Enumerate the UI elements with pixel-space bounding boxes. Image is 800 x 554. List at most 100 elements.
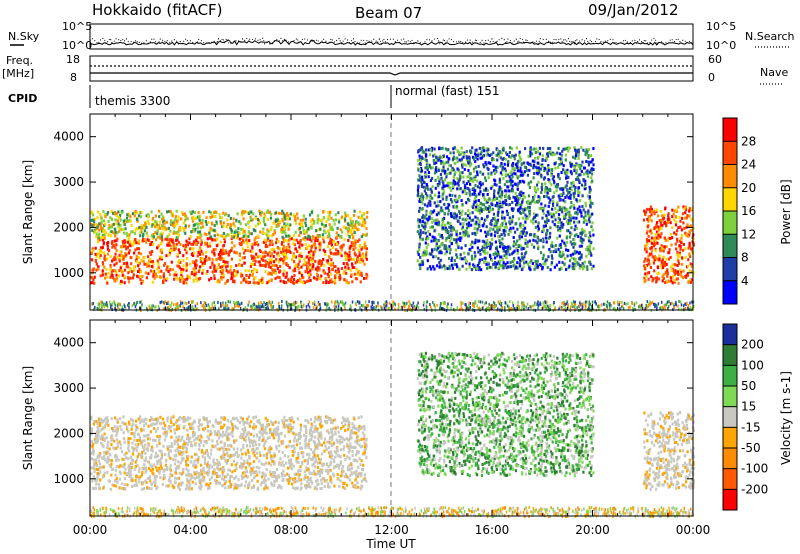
power-echo-cell xyxy=(555,189,558,193)
power-echo-cell xyxy=(259,230,262,234)
power-echo-cell xyxy=(571,266,574,270)
power-echo-cell xyxy=(210,237,214,241)
power-echo-cell xyxy=(437,156,441,160)
power-echo-cell xyxy=(507,160,510,164)
power-echo-cell xyxy=(424,148,428,152)
power-echo-cell xyxy=(511,252,514,256)
power-echo-cell xyxy=(138,226,141,230)
power-echo-cell xyxy=(667,257,671,261)
power-echo-cell xyxy=(248,232,252,236)
power-echo-cell xyxy=(622,306,625,310)
power-echo-cell xyxy=(541,230,544,234)
power-echo-cell xyxy=(490,152,493,156)
power-echo-cell xyxy=(287,249,290,253)
power-echo-cell xyxy=(444,267,447,271)
power-echo-cell xyxy=(211,250,214,254)
power-echo-cell xyxy=(365,227,368,231)
power-echo-cell xyxy=(297,241,300,245)
power-echo-cell xyxy=(655,230,659,234)
power-echo-cell xyxy=(294,230,297,234)
power-echo-cell xyxy=(217,252,221,256)
power-echo-cell xyxy=(310,226,313,230)
power-echo-cell xyxy=(202,210,205,214)
power-echo-cell xyxy=(242,251,246,255)
power-echo-cell xyxy=(447,160,450,164)
power-echo-cell xyxy=(115,261,118,265)
power-echo-cell xyxy=(350,306,353,310)
power-echo-cell xyxy=(531,261,534,265)
power-echo-cell xyxy=(441,197,445,201)
power-echo-cell xyxy=(266,281,269,285)
power-echo-cell xyxy=(99,274,102,278)
power-echo-cell xyxy=(95,232,98,236)
power-echo-cell xyxy=(555,263,558,267)
power-echo-cell xyxy=(236,270,239,274)
power-echo-cell xyxy=(645,237,649,241)
power-echo-cell xyxy=(590,160,593,164)
power-echo-cell xyxy=(101,273,104,277)
power-echo-cell xyxy=(486,188,489,192)
power-echo-cell xyxy=(516,239,519,243)
power-echo-cell xyxy=(340,254,343,258)
power-echo-cell xyxy=(355,303,357,307)
power-echo-cell xyxy=(535,265,539,269)
power-echo-cell xyxy=(242,234,245,238)
power-echo-cell xyxy=(254,236,257,240)
power-echo-cell xyxy=(573,191,576,195)
power-echo-cell xyxy=(175,236,178,240)
power-echo-cell xyxy=(678,251,681,255)
power-echo-cell xyxy=(539,163,542,167)
power-echo-cell xyxy=(518,264,522,268)
power-echo-cell xyxy=(479,229,482,233)
power-echo-cell xyxy=(558,177,561,181)
power-echo-cell xyxy=(215,220,218,224)
power-echo-cell xyxy=(572,216,575,220)
power-echo-cell xyxy=(550,173,553,177)
power-echo-cell xyxy=(332,252,335,256)
power-echo-cell xyxy=(472,167,476,171)
power-echo-cell xyxy=(444,252,447,256)
power-echo-cell xyxy=(556,201,559,205)
power-echo-cell xyxy=(110,269,113,273)
power-echo-cell xyxy=(188,307,191,311)
power-echo-cell xyxy=(281,209,284,213)
power-echo-cell xyxy=(182,259,185,263)
power-echo-cell xyxy=(91,302,94,306)
power-echo-cell xyxy=(272,233,275,237)
power-echo-cell xyxy=(516,174,519,178)
power-echo-cell xyxy=(510,180,513,184)
power-echo-cell xyxy=(504,245,507,249)
power-echo-cell xyxy=(422,231,425,235)
power-echo-cell xyxy=(98,252,101,256)
power-echo-cell xyxy=(661,274,664,278)
power-echo-cell xyxy=(661,279,664,283)
power-echo-cell xyxy=(298,234,301,238)
power-echo-cell xyxy=(224,249,228,253)
power-echo-cell xyxy=(474,238,477,242)
power-echo-cell xyxy=(327,232,331,236)
power-echo-cell xyxy=(498,262,501,266)
power-echo-cell xyxy=(553,181,556,185)
power-echo-cell xyxy=(562,164,565,168)
power-echo-cell xyxy=(184,231,187,235)
power-echo-cell xyxy=(465,155,468,159)
power-echo-cell xyxy=(549,212,552,216)
power-echo-cell xyxy=(134,228,137,232)
power-echo-cell xyxy=(306,246,309,250)
power-echo-cell xyxy=(542,224,545,228)
power-echo-cell xyxy=(92,301,95,305)
power-echo-cell xyxy=(90,211,93,215)
power-echo-cell xyxy=(473,231,476,235)
power-echo-cell xyxy=(235,264,238,268)
power-echo-cell xyxy=(425,249,428,253)
power-echo-cell xyxy=(270,234,273,238)
power-echo-cell xyxy=(675,247,678,251)
power-echo-cell xyxy=(356,255,359,259)
power-echo-cell xyxy=(546,171,549,175)
power-echo-cell xyxy=(177,248,180,252)
power-echo-cell xyxy=(340,234,343,238)
power-echo-cell xyxy=(445,160,448,164)
power-echo-cell xyxy=(101,236,105,240)
power-echo-cell xyxy=(437,223,440,227)
power-echo-cell xyxy=(609,302,611,306)
